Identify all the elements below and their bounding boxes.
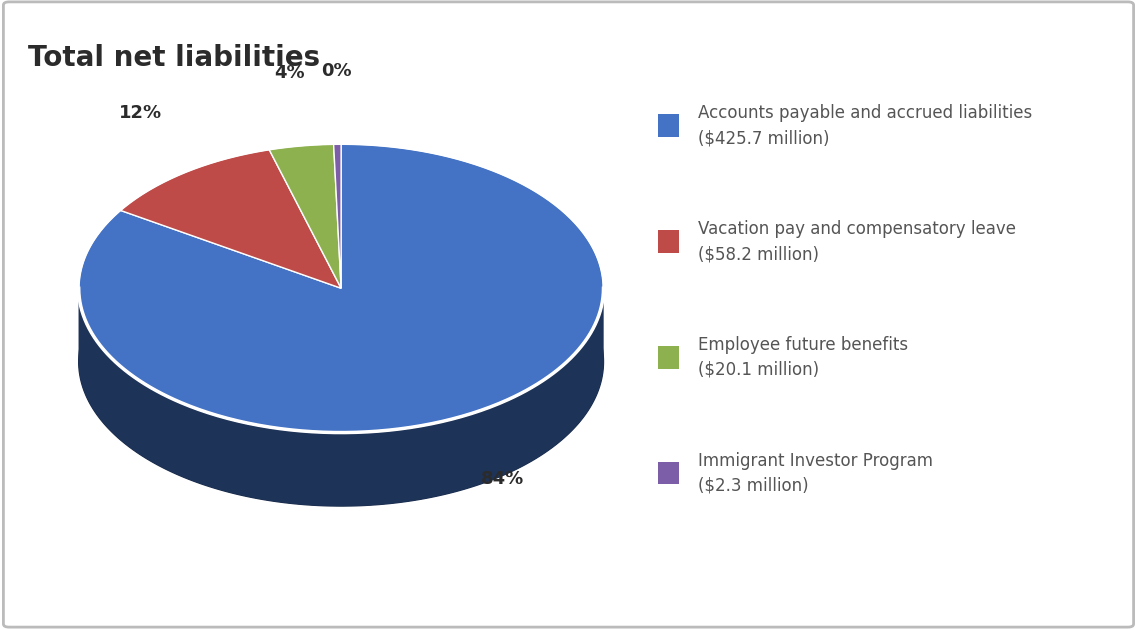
Polygon shape [78,144,604,433]
Polygon shape [121,150,341,288]
FancyBboxPatch shape [657,346,679,369]
Polygon shape [269,144,341,288]
Polygon shape [78,290,604,506]
FancyBboxPatch shape [657,462,679,484]
Text: 0%: 0% [321,62,351,79]
Polygon shape [78,218,604,506]
Text: 84%: 84% [481,470,524,488]
Text: 12%: 12% [119,104,163,123]
Polygon shape [333,144,341,288]
Text: Employee future benefits
($20.1 million): Employee future benefits ($20.1 million) [698,336,908,379]
Text: Vacation pay and compensatory leave
($58.2 million): Vacation pay and compensatory leave ($58… [698,220,1016,263]
Text: 4%: 4% [274,64,305,82]
Text: Immigrant Investor Program
($2.3 million): Immigrant Investor Program ($2.3 million… [698,452,933,494]
Text: Total net liabilities: Total net liabilities [28,44,321,72]
Text: Accounts payable and accrued liabilities
($425.7 million): Accounts payable and accrued liabilities… [698,104,1032,147]
FancyBboxPatch shape [657,230,679,253]
FancyBboxPatch shape [657,114,679,137]
Polygon shape [78,290,604,506]
